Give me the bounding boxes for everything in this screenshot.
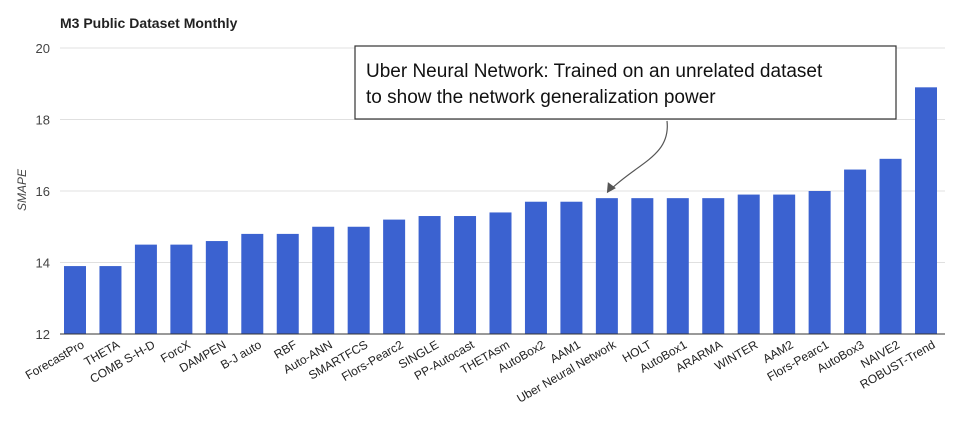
bar: [879, 158, 902, 334]
bar: [489, 212, 512, 334]
y-tick-label: 20: [36, 41, 50, 56]
bar: [737, 194, 760, 334]
bar: [99, 266, 122, 334]
bar: [64, 266, 86, 334]
annotation-arrowhead: [606, 182, 616, 194]
y-axis-ticks: 12 14 16 18 20: [36, 41, 50, 342]
bar: [808, 191, 831, 334]
bar: [666, 198, 689, 334]
annotation-line-2: to show the network generalization power: [366, 87, 716, 108]
bar: [560, 201, 583, 334]
bar: [347, 226, 370, 334]
bar: [454, 216, 477, 334]
bar: [524, 201, 547, 334]
bar: [844, 169, 867, 334]
bar: [702, 198, 725, 334]
y-tick-label: 16: [36, 184, 50, 199]
bar: [276, 233, 299, 334]
y-axis-label: SMAPE: [15, 168, 29, 211]
annotation: Uber Neural Network: Trained on an unrel…: [354, 45, 897, 194]
annotation-box: [354, 45, 897, 120]
bar: [205, 241, 228, 334]
x-tick-label: ForecastPro: [23, 337, 87, 382]
bar: [134, 244, 157, 334]
bar: [773, 194, 796, 334]
bar: [631, 198, 654, 334]
bar: [383, 219, 406, 334]
annotation-arrow: [608, 120, 668, 192]
bar: [241, 233, 264, 334]
chart-title: M3 Public Dataset Monthly: [60, 15, 238, 31]
bar: [418, 216, 441, 334]
annotation-line-1: Uber Neural Network: Trained on an unrel…: [366, 61, 823, 82]
y-tick-label: 18: [36, 113, 50, 128]
bar: [312, 226, 335, 334]
x-tick-label: B-J auto: [218, 337, 264, 372]
y-tick-label: 12: [36, 327, 50, 342]
bar: [595, 198, 618, 334]
y-tick-label: 14: [36, 256, 50, 271]
bar: [170, 244, 193, 334]
bar: [915, 87, 937, 334]
bars: [64, 87, 937, 334]
